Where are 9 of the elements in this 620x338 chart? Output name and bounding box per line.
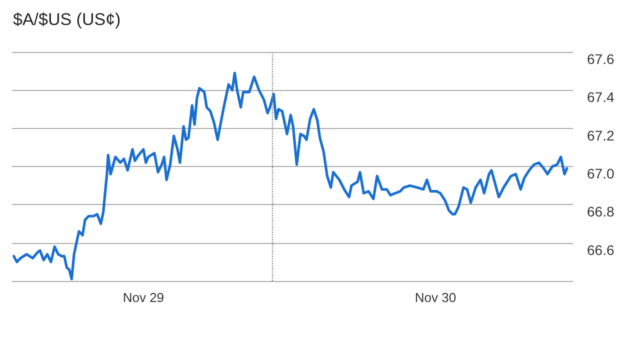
y-tick-label: 67.2 (587, 127, 614, 144)
y-tick-label: 67.4 (587, 89, 614, 106)
y-tick-label: 66.6 (587, 242, 614, 258)
y-tick-label: 67.6 (587, 51, 614, 67)
y-tick-label: 67.0 (587, 166, 614, 182)
x-tick-label: Nov 30 (414, 290, 456, 305)
chart-title: $A/$US (US¢) (13, 10, 121, 29)
x-tick-label: Nov 29 (122, 290, 164, 305)
y-tick-label: 66.8 (587, 204, 614, 220)
